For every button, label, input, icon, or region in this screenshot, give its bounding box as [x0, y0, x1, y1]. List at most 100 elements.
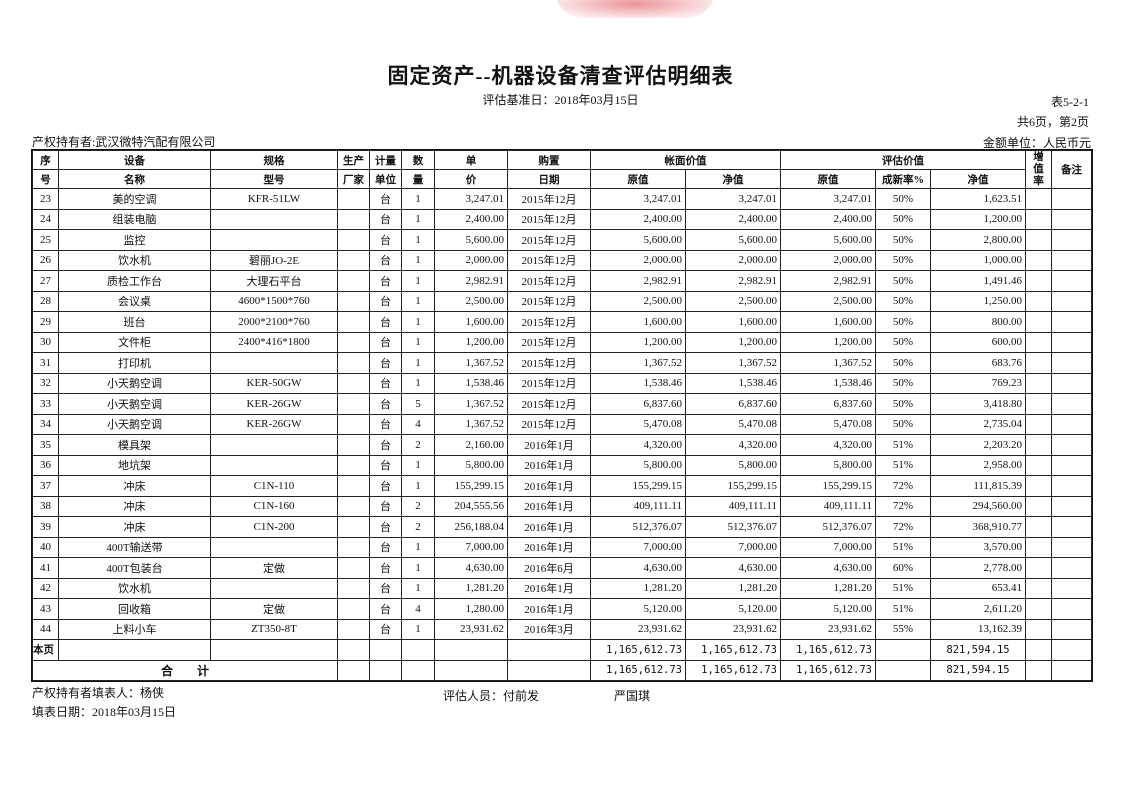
cell-name: 监控 [58, 229, 211, 251]
cell-price: 155,299.15 [434, 475, 508, 497]
cell-eval-net: 13,162.39 [929, 618, 1027, 640]
cell-book-orig: 2,500.00 [590, 290, 686, 312]
cell-price: 2,000.00 [434, 249, 508, 271]
cell-eval-net: 2,958.00 [929, 454, 1027, 476]
cell-unit: 台 [369, 331, 402, 353]
table-row: 41 400T包装台 定做台 1 4,630.00 2016年6月 4,630.00 4,63… [32, 557, 1093, 579]
cell-name: 饮水机 [58, 249, 211, 271]
cell-seq: 40 [32, 536, 59, 558]
cell-maker [337, 618, 370, 640]
cell-eval-rate: 72% [875, 516, 931, 538]
header-spec-2: 型号 [210, 169, 338, 189]
cell-spec [210, 229, 338, 251]
cell-book-net: 512,376.07 [685, 516, 781, 538]
cell-eval-rate: 50% [875, 352, 931, 374]
cell-seq: 41 [32, 557, 59, 579]
cell-qty: 2 [401, 495, 435, 517]
header-spec: 规格 [210, 150, 338, 170]
table-row: 24 组装电脑台 1 2,400.00 2015年12月 2,400.00 2,400.00… [32, 208, 1093, 230]
cell-eval-orig: 5,470.08 [780, 413, 876, 435]
header-maker-2: 厂家 [337, 169, 370, 189]
cell-eval-rate: 60% [875, 557, 931, 579]
table-row: 34 小天鹅空调 KER-26GW 台 4 1,367.52 2015年12月 5,470.0… [32, 413, 1093, 435]
cell-unit: 台 [369, 352, 402, 374]
cell-eval-rate: 50% [875, 372, 931, 394]
cell-eval-net: 600.00 [929, 331, 1027, 353]
cell-eval-net: 1,491.46 [929, 270, 1027, 292]
cell-date: 2016年6月 [507, 557, 591, 579]
cell-date: 2016年1月 [507, 598, 591, 620]
cell-seq: 42 [32, 577, 59, 599]
cell-qty: 1 [401, 475, 435, 497]
cell-spec [210, 208, 338, 230]
header-date: 购置 [507, 150, 591, 170]
cell-eval-orig: 1,367.52 [780, 352, 876, 374]
cell-spec: 2000*2100*760 [210, 311, 338, 333]
table-row: 36 地坑架台 1 5,800.00 2016年1月 5,800.00 5,800.00 5,… [32, 454, 1093, 476]
cell-price: 5,800.00 [434, 454, 508, 476]
page-title: 固定资产--机器设备清查评估明细表 [387, 64, 734, 88]
cell-book-orig: 5,800.00 [590, 454, 686, 476]
cell-increase [1025, 229, 1053, 251]
cell-price: 2,400.00 [434, 208, 508, 230]
cell-seq: 38 [32, 495, 59, 517]
cell-price: 204,555.56 [434, 495, 508, 517]
cell-increase [1025, 208, 1053, 230]
cell-date: 2016年1月 [507, 475, 591, 497]
cell-unit: 台 [369, 270, 402, 292]
cell-eval-orig: 155,299.15 [780, 475, 876, 497]
cell-qty: 1 [401, 188, 435, 210]
cell-seq: 28 [32, 290, 59, 312]
cell-qty: 2 [401, 516, 435, 538]
cell-unit: 台 [369, 516, 402, 538]
cell-name: 模具架 [58, 434, 211, 456]
cell-qty: 1 [401, 270, 435, 292]
appraiser-2: 严国琪 [614, 689, 651, 703]
cell-book-net: 4,320.00 [685, 434, 781, 456]
cell-eval-net: 2,800.00 [929, 229, 1027, 251]
cell-book-orig: 5,600.00 [590, 229, 686, 251]
cell-qty: 1 [401, 229, 435, 251]
cell-name: 小天鹅空调 [58, 393, 211, 415]
cell-book-net: 5,470.08 [685, 413, 781, 435]
cell-unit: 台 [369, 434, 402, 456]
cell-book-orig: 1,200.00 [590, 331, 686, 353]
cell-remark [1051, 618, 1093, 640]
cell-eval-orig: 4,630.00 [780, 557, 876, 579]
cell-remark [1051, 331, 1093, 353]
cell-eval-net: 2,735.04 [929, 413, 1027, 435]
cell-book-orig: 2,000.00 [590, 249, 686, 271]
cell-eval-orig: 1,200.00 [780, 331, 876, 353]
cell-unit: 台 [369, 475, 402, 497]
page-total-eval-net: 821,594.15 [929, 639, 1027, 661]
cell-eval-net: 3,570.00 [929, 536, 1027, 558]
cell-price: 1,281.20 [434, 577, 508, 599]
cell-name: 上料小车 [58, 618, 211, 640]
cell-remark [1051, 188, 1093, 210]
cell-maker [337, 270, 370, 292]
header-unit-2: 单位 [369, 169, 402, 189]
cell-eval-orig: 4,320.00 [780, 434, 876, 456]
cell-price: 1,367.52 [434, 352, 508, 374]
header-book-value: 帐面价值 [590, 150, 781, 170]
cell-seq: 37 [32, 475, 59, 497]
cell-book-orig: 1,538.46 [590, 372, 686, 394]
cell-price: 1,200.00 [434, 331, 508, 353]
table-row: 44 上料小车 ZT350-8T 台 1 23,931.62 2016年3月 23,931.6… [32, 618, 1093, 640]
cell-increase [1025, 372, 1053, 394]
cell-eval-orig: 7,000.00 [780, 536, 876, 558]
cell-book-orig: 3,247.01 [590, 188, 686, 210]
table-row: 30 文件柜 2400*416*1800 台 1 1,200.00 2015年12月 1,20… [32, 331, 1093, 353]
cell-book-net: 1,200.00 [685, 331, 781, 353]
cell-remark [1051, 372, 1093, 394]
header-book-orig: 原值 [590, 169, 686, 189]
cell-eval-rate: 50% [875, 270, 931, 292]
cell-name: 班台 [58, 311, 211, 333]
page-total-book-orig: 1,165,612.73 [590, 639, 686, 661]
cell-spec: 2400*416*1800 [210, 331, 338, 353]
cell-name: 400T包装台 [58, 557, 211, 579]
cell-qty: 1 [401, 618, 435, 640]
cell-eval-net: 683.76 [929, 352, 1027, 374]
cell-seq: 34 [32, 413, 59, 435]
cell-spec [210, 536, 338, 558]
